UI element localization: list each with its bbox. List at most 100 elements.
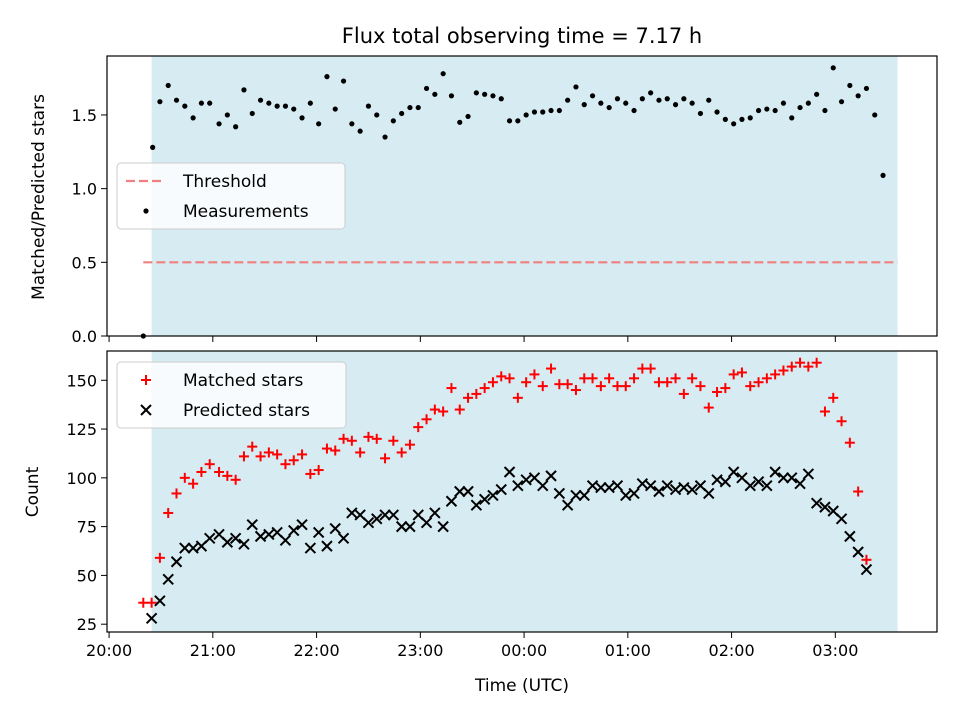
measurement-point: [374, 112, 380, 118]
measurement-point: [332, 106, 338, 112]
x-b: [179, 542, 191, 554]
x-b: [329, 522, 341, 535]
predicted-star-point: [495, 483, 507, 496]
matched-star-point: [263, 447, 274, 458]
measurement-point: [531, 109, 538, 115]
x-b: [711, 474, 723, 486]
x-b: [752, 476, 765, 488]
predicted-star-point: [379, 509, 391, 521]
matched-star-point: [297, 449, 308, 460]
matched-star-point: [454, 404, 465, 415]
matched-star-point: [687, 373, 698, 384]
measurement-point: [150, 144, 156, 150]
predicted-star-point: [404, 520, 416, 533]
matched-star-point: [720, 383, 731, 394]
x-tick-label: 02:00: [709, 641, 755, 660]
measurement-point: [739, 116, 745, 122]
measurement-point: [241, 87, 247, 93]
measurement-point: [382, 134, 388, 140]
x-b: [354, 509, 366, 521]
x-b: [611, 479, 624, 492]
x-b: [844, 530, 856, 543]
predicted-star-point: [296, 518, 308, 531]
matched-star-point: [154, 552, 165, 563]
y-tick-label: 25: [77, 615, 97, 634]
y-tick-label: 0.5: [72, 253, 97, 272]
matched-star-point: [421, 414, 432, 425]
measurement-point: [465, 113, 471, 120]
x-b: [395, 520, 408, 533]
measurement-point: [648, 90, 654, 96]
measurement-point: [299, 115, 305, 121]
matched-star-point: [371, 433, 382, 444]
predicted-star-point: [145, 612, 158, 625]
x-b: [254, 530, 267, 543]
predicted-star-point: [420, 517, 433, 529]
matched-star-point: [736, 367, 747, 378]
predicted-star-point: [187, 542, 199, 554]
measurement-point: [556, 107, 562, 114]
x-b: [661, 479, 673, 492]
measurement-point: [805, 100, 811, 106]
axes-frame: [106, 55, 938, 337]
measurement-point: [581, 102, 587, 108]
y-tick-label: 75: [77, 518, 97, 537]
legend-box: [116, 162, 346, 230]
measurement-point: [316, 121, 322, 127]
predicted-star-point: [810, 497, 823, 509]
predicted-star-point: [487, 489, 499, 502]
x-b: [487, 489, 499, 502]
x-b: [454, 485, 466, 498]
measurement-point: [399, 110, 405, 117]
matched-star-point: [230, 474, 241, 485]
predicted-star-point: [545, 470, 557, 482]
predicted-star-point: [653, 485, 665, 498]
measurement-point: [656, 97, 662, 103]
bottom-panel: 25 50 75 100 125 150 20:00 21:00 22:00 23:00 00:00…: [66, 350, 938, 660]
predicted-star-point: [620, 489, 632, 502]
measurement-point: [165, 82, 171, 89]
top-panel: 0.0 0.5 1.0 1.5 Threshold Measurements: [72, 55, 938, 346]
predicted-star-point: [512, 479, 524, 492]
measurement-point: [457, 119, 463, 125]
x-b: [296, 518, 308, 531]
matched-star-point: [529, 369, 540, 380]
x-tick-label: 03:00: [812, 641, 858, 660]
x-b: [512, 479, 524, 492]
legend-measurements-swatch: [143, 208, 149, 214]
x-tick-label: 01:00: [605, 641, 651, 660]
matched-star-point: [712, 386, 723, 397]
matched-star-point: [770, 369, 781, 380]
measurement-point: [266, 100, 272, 106]
matched-star-point: [171, 488, 182, 499]
x-b: [769, 466, 781, 478]
x-b: [263, 528, 275, 541]
matched-star-point: [346, 435, 357, 446]
measurement-point: [506, 118, 513, 124]
matched-star-point: [761, 373, 772, 384]
predicted-star-point: [254, 530, 267, 543]
x-b: [503, 466, 516, 478]
matched-star-point: [629, 373, 640, 384]
measurement-point: [573, 84, 579, 90]
predicted-star-point: [429, 507, 441, 519]
matched-star-point: [703, 402, 714, 413]
matched-star-point: [836, 416, 847, 427]
x-axis-label: Time (UTC): [474, 676, 569, 696]
measurement-point: [797, 104, 803, 111]
x-b: [736, 472, 748, 484]
x-b: [145, 612, 158, 625]
measurement-point: [423, 85, 430, 92]
x-b: [744, 479, 756, 492]
matched-star-point: [255, 451, 266, 462]
measurement-point: [589, 93, 596, 99]
x-b: [404, 520, 416, 533]
measurement-point: [772, 107, 778, 114]
predicted-star-point: [678, 481, 690, 494]
x-b: [553, 487, 566, 500]
predicted-star-point: [162, 573, 174, 586]
predicted-star-point: [437, 520, 449, 533]
bottom-y-axis-label: Count: [23, 466, 43, 517]
predicted-star-point: [371, 513, 383, 525]
matched-star-point: [272, 449, 283, 460]
